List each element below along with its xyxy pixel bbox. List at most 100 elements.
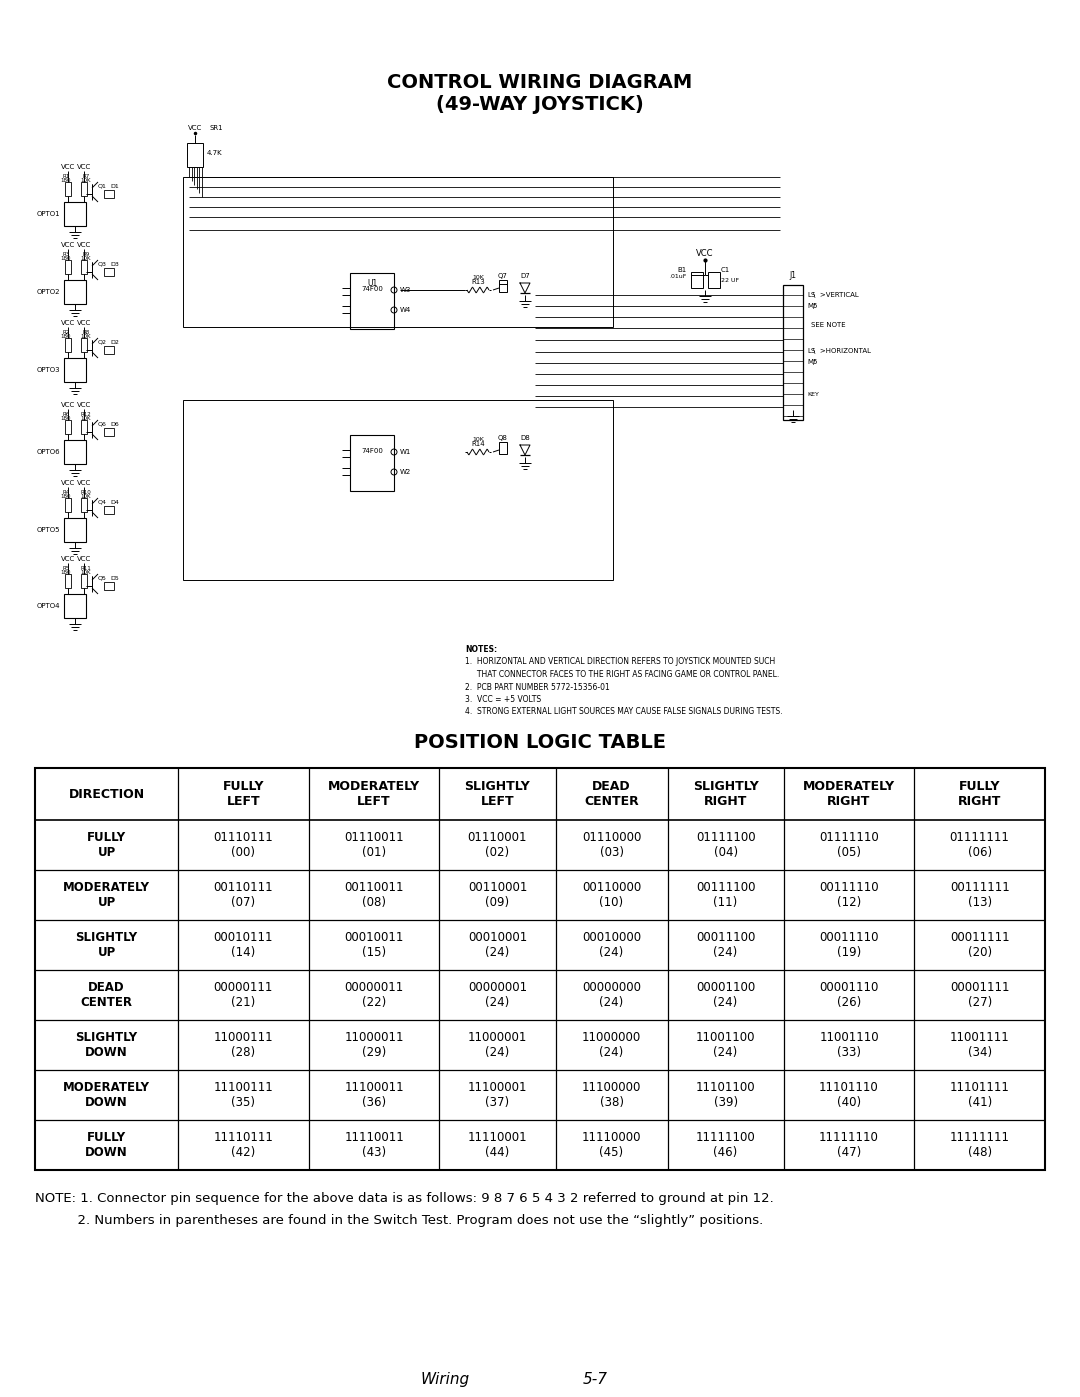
Bar <box>64 518 86 542</box>
Text: 11100111
(35): 11100111 (35) <box>214 1081 273 1109</box>
Text: R10: R10 <box>81 490 92 495</box>
Text: LS: LS <box>807 292 815 298</box>
Text: 1.  HORIZONTAL AND VERTICAL DIRECTION REFERS TO JOYSTICK MOUNTED SUCH: 1. HORIZONTAL AND VERTICAL DIRECTION REF… <box>465 658 775 666</box>
Text: \  >HORIZONTAL: \ >HORIZONTAL <box>813 348 870 353</box>
Text: R7: R7 <box>82 175 90 179</box>
Text: VCC: VCC <box>60 163 76 170</box>
Bar <box>183 177 613 327</box>
Text: VCC: VCC <box>77 242 91 249</box>
Text: M5: M5 <box>807 359 818 365</box>
Text: W4: W4 <box>400 307 411 313</box>
Bar <box>183 400 613 580</box>
Text: C1: C1 <box>721 267 730 272</box>
Bar <box>64 594 86 617</box>
Text: .01uF: .01uF <box>670 274 687 278</box>
Bar <box>65 497 71 511</box>
Text: 00010001
(24): 00010001 (24) <box>468 930 527 958</box>
Text: 01110000
(03): 01110000 (03) <box>582 831 642 859</box>
Text: 01110001
(02): 01110001 (02) <box>468 831 527 859</box>
Text: 00000011
(22): 00000011 (22) <box>345 981 404 1009</box>
Text: OPTO5: OPTO5 <box>37 527 60 534</box>
Text: THAT CONNECTOR FACES TO THE RIGHT AS FACING GAME OR CONTROL PANEL.: THAT CONNECTOR FACES TO THE RIGHT AS FAC… <box>465 671 780 679</box>
Text: 10K: 10K <box>472 275 484 279</box>
Bar <box>81 338 87 352</box>
Text: 00110001
(09): 00110001 (09) <box>468 882 527 909</box>
Text: VCC: VCC <box>77 481 91 486</box>
Text: R12: R12 <box>81 412 92 416</box>
Text: 00011111
(20): 00011111 (20) <box>949 930 1010 958</box>
Text: 00010011
(15): 00010011 (15) <box>345 930 404 958</box>
Text: 00111111
(13): 00111111 (13) <box>949 882 1010 909</box>
Text: FULLY
UP: FULLY UP <box>87 831 126 859</box>
Bar <box>35 768 1045 1171</box>
Text: 00110011
(08): 00110011 (08) <box>345 882 404 909</box>
Bar <box>65 574 71 588</box>
Bar <box>691 272 703 288</box>
Text: 00110111
(07): 00110111 (07) <box>214 882 273 909</box>
Text: R8: R8 <box>82 330 90 335</box>
Text: 11110000
(45): 11110000 (45) <box>582 1132 642 1160</box>
Text: 180: 180 <box>60 416 71 420</box>
Text: D8: D8 <box>521 434 530 441</box>
Text: 00001111
(27): 00001111 (27) <box>950 981 1010 1009</box>
Text: D5: D5 <box>110 576 119 581</box>
Text: R11: R11 <box>81 566 92 571</box>
Text: CONTROL WIRING DIAGRAM: CONTROL WIRING DIAGRAM <box>388 73 692 92</box>
Text: R9: R9 <box>82 251 90 257</box>
Text: SLIGHTLY
DOWN: SLIGHTLY DOWN <box>76 1031 137 1059</box>
Text: D1: D1 <box>110 183 119 189</box>
Text: 10K: 10K <box>81 334 91 339</box>
Text: 11001100
(24): 11001100 (24) <box>696 1031 755 1059</box>
Bar <box>64 440 86 464</box>
Text: SLIGHTLY
LEFT: SLIGHTLY LEFT <box>464 780 530 807</box>
Text: 11111110
(47): 11111110 (47) <box>819 1132 879 1160</box>
Text: NOTES:: NOTES: <box>465 645 497 654</box>
Text: 00000001
(24): 00000001 (24) <box>468 981 527 1009</box>
Text: VCC: VCC <box>697 249 714 258</box>
Text: W3: W3 <box>400 286 411 293</box>
Text: 11101100
(39): 11101100 (39) <box>696 1081 755 1109</box>
Text: 2. Numbers in parentheses are found in the Switch Test. Program does not use the: 2. Numbers in parentheses are found in t… <box>35 1214 764 1227</box>
Text: 11100000
(38): 11100000 (38) <box>582 1081 642 1109</box>
Text: OPTO4: OPTO4 <box>37 604 60 609</box>
Bar <box>104 506 114 514</box>
Text: DEAD
CENTER: DEAD CENTER <box>584 780 639 807</box>
Text: 11110011
(43): 11110011 (43) <box>345 1132 404 1160</box>
Text: 00001100
(24): 00001100 (24) <box>696 981 755 1009</box>
Text: OPTO6: OPTO6 <box>37 448 60 455</box>
Text: Q7: Q7 <box>498 272 508 279</box>
Text: SEE NOTE: SEE NOTE <box>811 321 846 328</box>
Text: 22 UF: 22 UF <box>721 278 739 282</box>
Text: 10K: 10K <box>81 495 91 499</box>
Text: 10K: 10K <box>81 570 91 576</box>
Text: (49-WAY JOYSTICK): (49-WAY JOYSTICK) <box>436 95 644 115</box>
Text: 4.  STRONG EXTERNAL LIGHT SOURCES MAY CAUSE FALSE SIGNALS DURING TESTS.: 4. STRONG EXTERNAL LIGHT SOURCES MAY CAU… <box>465 707 783 717</box>
Text: 11100001
(37): 11100001 (37) <box>468 1081 527 1109</box>
Text: R5: R5 <box>63 566 69 571</box>
Text: M5: M5 <box>807 303 818 309</box>
Bar <box>187 142 203 168</box>
Text: VCC: VCC <box>60 556 76 562</box>
Text: Q5: Q5 <box>98 576 107 581</box>
Text: /: / <box>813 303 815 309</box>
Text: 11000111
(28): 11000111 (28) <box>214 1031 273 1059</box>
Bar <box>65 182 71 196</box>
Text: R3: R3 <box>63 251 69 257</box>
Text: 00111110
(12): 00111110 (12) <box>820 882 879 909</box>
Bar <box>708 272 720 288</box>
Text: 10K: 10K <box>81 256 91 261</box>
Text: Q3: Q3 <box>98 261 107 267</box>
Text: D7: D7 <box>521 272 530 279</box>
Text: VCC: VCC <box>188 124 202 131</box>
Text: DEAD
CENTER: DEAD CENTER <box>81 981 133 1009</box>
Text: SLIGHTLY
UP: SLIGHTLY UP <box>76 930 137 958</box>
Bar <box>64 279 86 305</box>
Text: Q4: Q4 <box>98 500 107 504</box>
Text: OPTO1: OPTO1 <box>37 211 60 217</box>
Bar <box>64 203 86 226</box>
Text: 10K: 10K <box>472 437 484 441</box>
Text: 11000000
(24): 11000000 (24) <box>582 1031 642 1059</box>
Bar <box>783 285 804 420</box>
Bar <box>104 583 114 590</box>
Text: 11111111
(48): 11111111 (48) <box>949 1132 1010 1160</box>
